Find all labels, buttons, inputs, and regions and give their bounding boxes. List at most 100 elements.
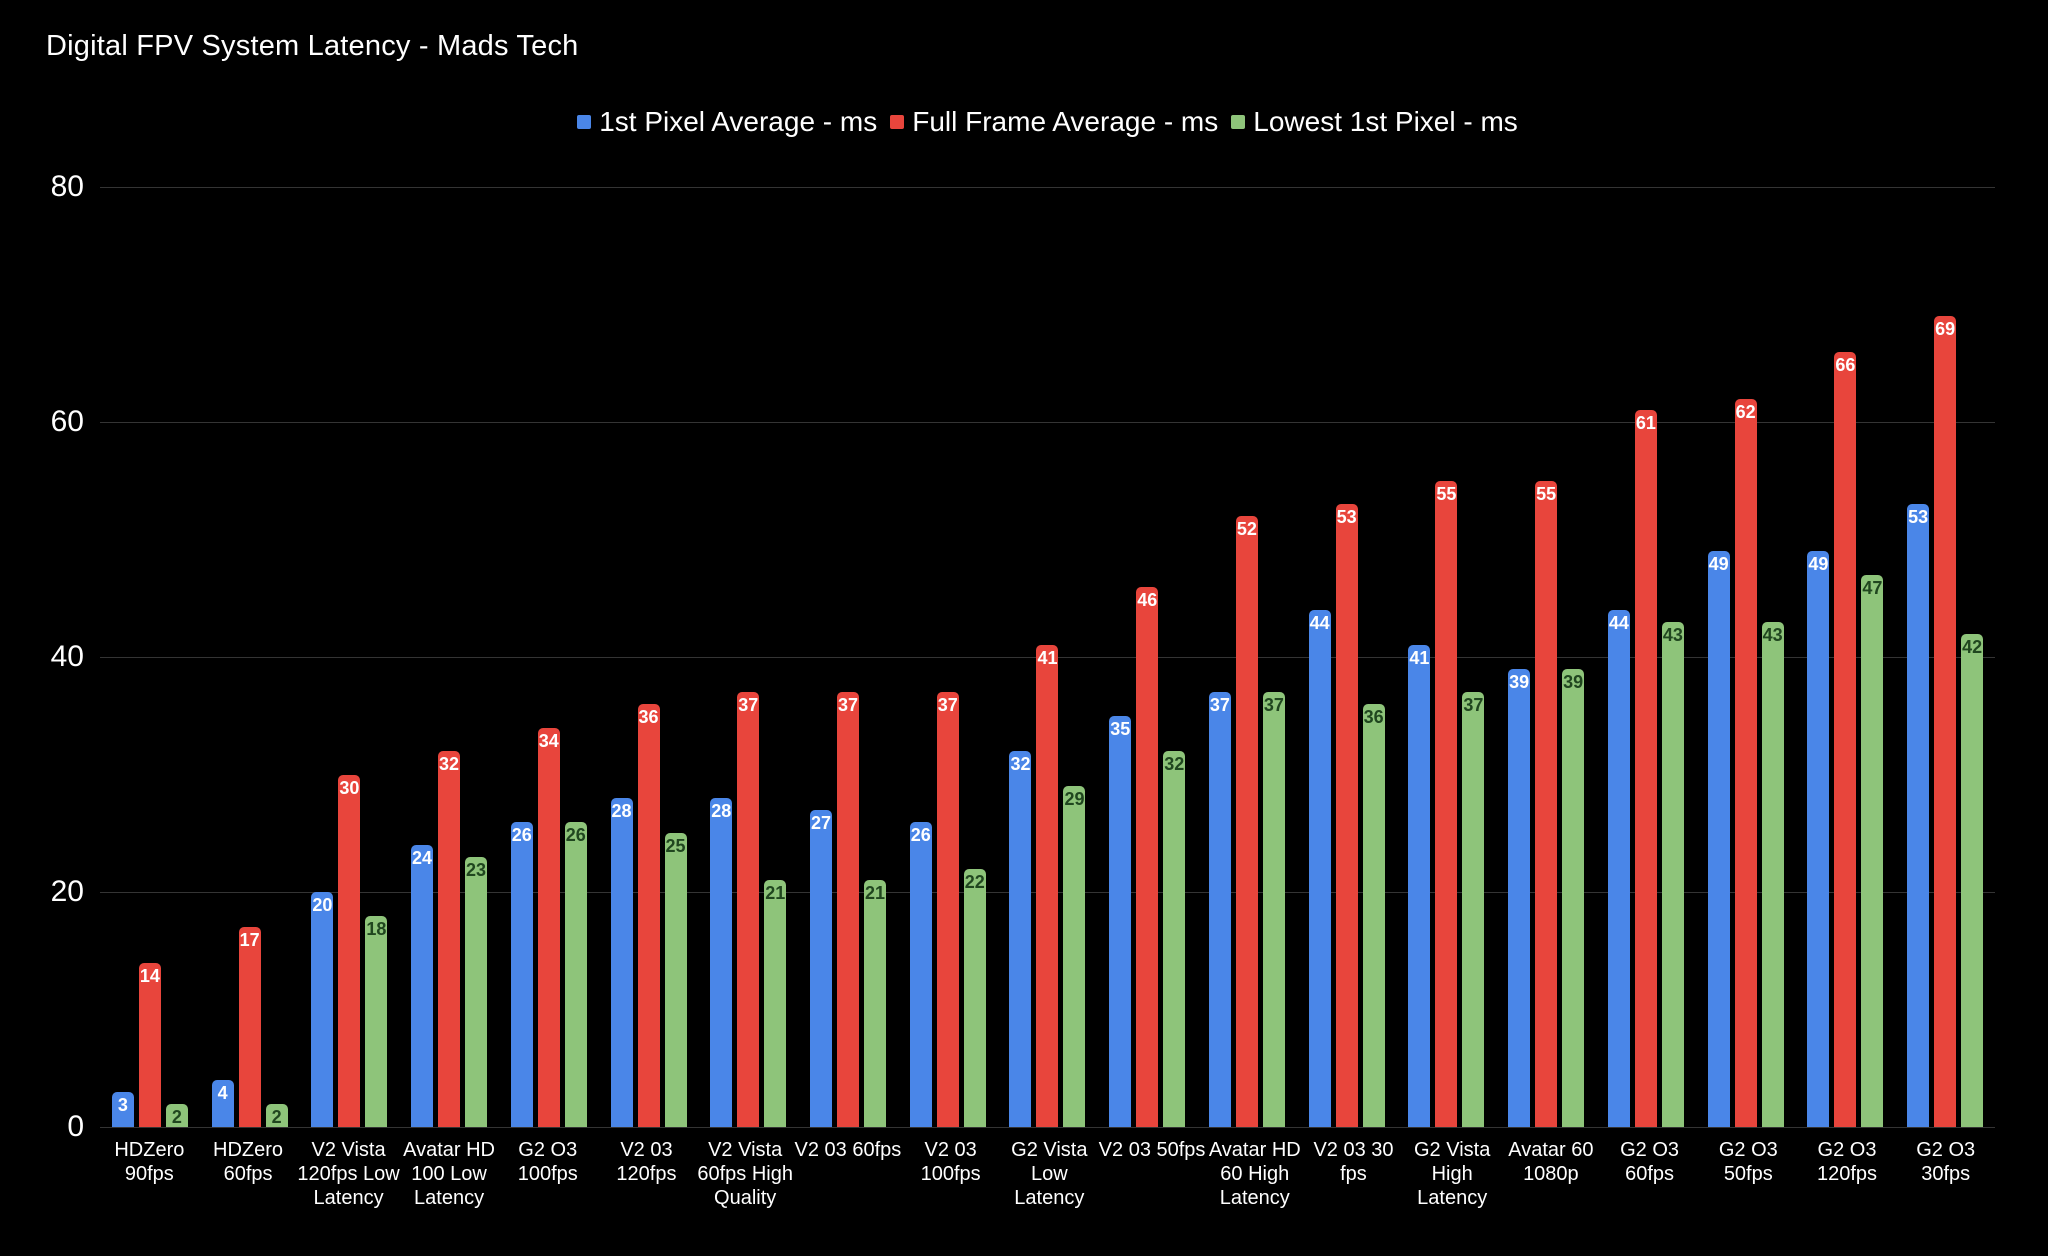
bar-value-label: 17 bbox=[239, 930, 260, 951]
bar: 49 bbox=[1707, 551, 1730, 1127]
bar-value-label: 35 bbox=[1110, 718, 1131, 739]
bar: 37 bbox=[936, 692, 959, 1127]
y-tick-label: 20 bbox=[50, 875, 84, 908]
bar-value-label: 32 bbox=[439, 754, 460, 774]
x-tick-label: G2 Vista High Latency bbox=[1414, 1139, 1491, 1209]
x-tick-label: G2 O3 60fps bbox=[1620, 1139, 1680, 1185]
bar: 2 bbox=[265, 1103, 288, 1127]
bar-value-label: 30 bbox=[339, 777, 360, 798]
bar: 22 bbox=[963, 868, 986, 1127]
bar: 4 bbox=[211, 1080, 234, 1127]
bar: 37 bbox=[1262, 692, 1285, 1127]
x-tick-label: V2 Vista 120fps Low Latency bbox=[297, 1139, 400, 1209]
bar-value-label: 28 bbox=[711, 801, 732, 821]
bar: 24 bbox=[411, 845, 434, 1127]
bar: 41 bbox=[1036, 645, 1059, 1127]
bar: 52 bbox=[1235, 516, 1258, 1127]
bar: 2 bbox=[165, 1103, 188, 1127]
bar-value-label: 3 bbox=[117, 1094, 128, 1115]
gridline bbox=[100, 422, 1995, 423]
bar-value-label: 37 bbox=[1463, 695, 1484, 716]
bar-value-label: 32 bbox=[1164, 754, 1185, 774]
bar-value-label: 69 bbox=[1935, 319, 1956, 340]
x-tick-label: V2 03 100fps bbox=[920, 1139, 981, 1185]
bar: 26 bbox=[564, 821, 587, 1127]
bar-value-label: 37 bbox=[937, 695, 958, 716]
bar-value-label: 55 bbox=[1436, 483, 1457, 504]
bar-value-label: 49 bbox=[1808, 554, 1829, 575]
bar-value-label: 21 bbox=[765, 883, 786, 904]
bar-value-label: 26 bbox=[565, 824, 586, 845]
bar: 66 bbox=[1834, 351, 1857, 1127]
bar-value-label: 24 bbox=[412, 848, 433, 868]
x-tick-label: G2 O3 50fps bbox=[1718, 1139, 1778, 1185]
bar: 28 bbox=[610, 798, 633, 1127]
bar: 43 bbox=[1661, 621, 1684, 1127]
bar-value-label: 37 bbox=[1263, 695, 1284, 716]
x-tick-label: G2 O3 100fps bbox=[517, 1139, 578, 1185]
bar-value-label: 37 bbox=[837, 695, 859, 716]
y-tick-label: 40 bbox=[50, 640, 84, 673]
bar: 18 bbox=[365, 915, 388, 1127]
bar-value-label: 61 bbox=[1635, 413, 1656, 434]
bar-group: 26 37 22 bbox=[898, 187, 998, 1127]
bar-value-label: 2 bbox=[171, 1106, 182, 1127]
bar-value-label: 26 bbox=[511, 824, 532, 845]
bar-value-label: 37 bbox=[738, 695, 759, 716]
bar-value-label: 42 bbox=[1962, 636, 1983, 657]
bar: 14 bbox=[138, 962, 161, 1127]
legend-label: Full Frame Average - ms bbox=[912, 106, 1219, 137]
bar-value-label: 52 bbox=[1236, 519, 1257, 539]
bar-value-label: 34 bbox=[538, 730, 559, 751]
bar-value-label: 44 bbox=[1309, 613, 1330, 633]
legend-swatch-icon bbox=[1231, 115, 1246, 129]
bar: 44 bbox=[1607, 610, 1630, 1127]
bar-value-label: 44 bbox=[1608, 613, 1629, 633]
bar-group: 28 37 21 bbox=[698, 187, 798, 1127]
bar-value-label: 22 bbox=[964, 871, 985, 892]
bar: 28 bbox=[710, 798, 733, 1127]
bar-value-label: 32 bbox=[1010, 754, 1031, 774]
legend-label: 1st Pixel Average - ms bbox=[599, 106, 878, 137]
legend-swatch-icon bbox=[577, 115, 592, 129]
bar: 47 bbox=[1861, 574, 1884, 1127]
bar-value-label: 41 bbox=[1037, 648, 1058, 669]
bar: 25 bbox=[664, 833, 687, 1127]
bar-value-label: 21 bbox=[864, 883, 886, 904]
bar: 44 bbox=[1308, 610, 1331, 1127]
bar-group: 37 52 37 bbox=[1197, 187, 1297, 1127]
bar: 69 bbox=[1934, 316, 1957, 1127]
x-tick-label: V2 03 50fps bbox=[1098, 1139, 1206, 1161]
bar: 37 bbox=[1462, 692, 1485, 1127]
bar-value-label: 26 bbox=[910, 824, 931, 845]
y-tick-label: 60 bbox=[50, 405, 84, 438]
legend-label: Lowest 1st Pixel - ms bbox=[1253, 106, 1518, 137]
bar-value-label: 27 bbox=[810, 812, 832, 833]
x-tick-label: Avatar 60 1080p bbox=[1508, 1139, 1594, 1185]
bar-value-label: 29 bbox=[1064, 789, 1085, 810]
bar: 42 bbox=[1961, 633, 1984, 1127]
x-tick-label: V2 Vista 60fps High Quality bbox=[697, 1139, 793, 1209]
bar-group: 20 30 18 bbox=[299, 187, 399, 1127]
bar: 36 bbox=[637, 704, 660, 1127]
bar-value-label: 39 bbox=[1509, 671, 1530, 692]
x-tick-label: Avatar HD 60 High Latency bbox=[1208, 1139, 1301, 1209]
bar-value-label: 23 bbox=[466, 859, 487, 880]
x-tick-label: Avatar HD 100 Low Latency bbox=[403, 1139, 495, 1209]
bar: 53 bbox=[1335, 504, 1358, 1127]
bar-value-label: 66 bbox=[1835, 354, 1856, 375]
x-tick-label: V2 03 120fps bbox=[616, 1139, 677, 1185]
bar: 21 bbox=[864, 880, 886, 1127]
bar-group: 4 17 2 bbox=[200, 187, 300, 1127]
bar: 43 bbox=[1761, 621, 1784, 1127]
bar-value-label: 37 bbox=[1209, 695, 1230, 716]
y-tick-label: 0 bbox=[67, 1110, 84, 1143]
bar-group: 32 41 29 bbox=[998, 187, 1098, 1127]
bar: 21 bbox=[764, 880, 787, 1127]
bar: 55 bbox=[1435, 480, 1458, 1127]
bar-group: 27 37 21 bbox=[798, 187, 898, 1127]
bar-group: 28 36 25 bbox=[599, 187, 699, 1127]
x-tick-label: HDZero 90fps bbox=[114, 1139, 185, 1185]
gridline bbox=[100, 1127, 1995, 1128]
